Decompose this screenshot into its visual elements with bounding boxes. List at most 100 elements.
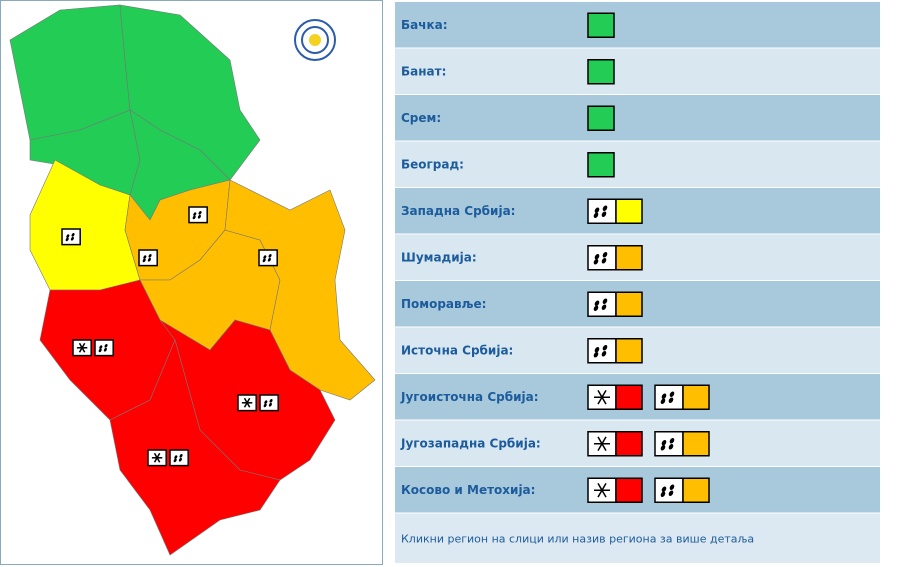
rain-drop (602, 298, 608, 305)
warning-level (587, 152, 615, 178)
rain-drop (593, 212, 599, 219)
rain-drop (661, 486, 667, 493)
rain-drop (593, 351, 599, 358)
rain-drop (174, 455, 178, 459)
rain-drop (669, 437, 675, 444)
region-name[interactable]: Срем: (401, 111, 441, 125)
rain-drop (594, 300, 600, 307)
footer-note: Кликни регион на слици или назив региона… (401, 533, 754, 546)
rain-drop (669, 391, 675, 398)
icon-box (587, 245, 617, 271)
warning-level (615, 291, 643, 317)
rain-drop (601, 257, 607, 264)
region-name[interactable]: Бачка: (401, 18, 448, 32)
region-name[interactable]: Београд: (401, 157, 464, 171)
rain-drop (103, 347, 107, 352)
rain-drop (601, 304, 607, 311)
rain-drop (601, 350, 607, 357)
warning-level (587, 59, 615, 85)
rain-drop (178, 457, 182, 462)
region-area[interactable] (109, 339, 281, 556)
rain-drop (264, 400, 268, 404)
icon-box (138, 249, 158, 267)
warning-level (682, 431, 710, 457)
rain-drop (602, 205, 608, 212)
warning-level (615, 431, 643, 457)
icon-box (587, 291, 617, 317)
snow-flake (597, 389, 607, 405)
rain-drop (98, 348, 102, 353)
rain-drop (594, 207, 600, 214)
rain-drop (192, 215, 196, 220)
rain-drop (263, 255, 267, 259)
icon-box (587, 198, 617, 224)
icon-box (258, 249, 278, 267)
region-name[interactable]: Југоисточна Србија: (400, 390, 539, 404)
icon-box (94, 339, 114, 357)
rain-drop (193, 212, 197, 216)
snow-flake (243, 397, 251, 408)
snow-flake (153, 452, 161, 463)
rain-drop (602, 251, 608, 258)
rain-drop (147, 257, 151, 262)
region-name[interactable]: Југозападна Србија: (400, 436, 541, 450)
warning-level (615, 245, 643, 271)
rain-drop (65, 237, 69, 242)
rain-drop (142, 258, 146, 263)
rain-drop (197, 214, 201, 219)
rain-drop (669, 484, 675, 491)
icon-box (654, 384, 684, 410)
snow-flake (78, 342, 86, 353)
warning-level (682, 477, 710, 503)
rain-drop (99, 345, 103, 349)
rain-drop (668, 490, 674, 497)
icon-box (654, 431, 684, 457)
table-footer (395, 513, 880, 563)
icon-box (587, 338, 617, 364)
rain-drop (143, 255, 147, 259)
table-row (395, 141, 880, 187)
snow-flake (597, 436, 607, 452)
rain-drop (269, 399, 273, 403)
rain-drop (148, 254, 152, 258)
rain-drop (268, 254, 272, 258)
snow-flake (597, 482, 607, 498)
rain-drop (661, 439, 667, 446)
rain-drop (198, 211, 202, 215)
icon-box (61, 228, 81, 246)
logo (294, 19, 336, 61)
warning-level (682, 384, 710, 410)
warning-level (615, 198, 643, 224)
rain-drop (660, 398, 666, 405)
warning-level (587, 105, 615, 131)
rain-drop (602, 344, 608, 351)
table-row (395, 2, 880, 48)
icon-box (188, 206, 208, 224)
warning-level (587, 12, 615, 38)
region-name[interactable]: Западна Србија: (401, 204, 515, 218)
region-name[interactable]: Банат: (401, 64, 446, 78)
rain-drop (173, 458, 177, 463)
table-row (395, 95, 880, 141)
region-name[interactable]: Поморавље: (401, 297, 486, 311)
icon-box (169, 449, 189, 467)
rain-drop (263, 403, 267, 408)
region-name[interactable]: Шумадија: (401, 250, 477, 264)
rain-drop (660, 444, 666, 451)
rain-drop (179, 454, 183, 458)
rain-drop (262, 258, 266, 263)
rain-drop (66, 234, 70, 238)
region-name[interactable]: Косово и Метохија: (401, 483, 535, 497)
rain-drop (104, 344, 108, 348)
rain-drop (71, 233, 75, 237)
rain-drop (594, 346, 600, 353)
rain-drop (668, 443, 674, 450)
rain-drop (601, 211, 607, 218)
rain-drop (267, 257, 271, 262)
warning-level (615, 384, 643, 410)
table-row (395, 48, 880, 94)
region-name[interactable]: Источна Србија: (401, 343, 513, 357)
icon-box (259, 394, 279, 412)
rain-drop (593, 258, 599, 265)
